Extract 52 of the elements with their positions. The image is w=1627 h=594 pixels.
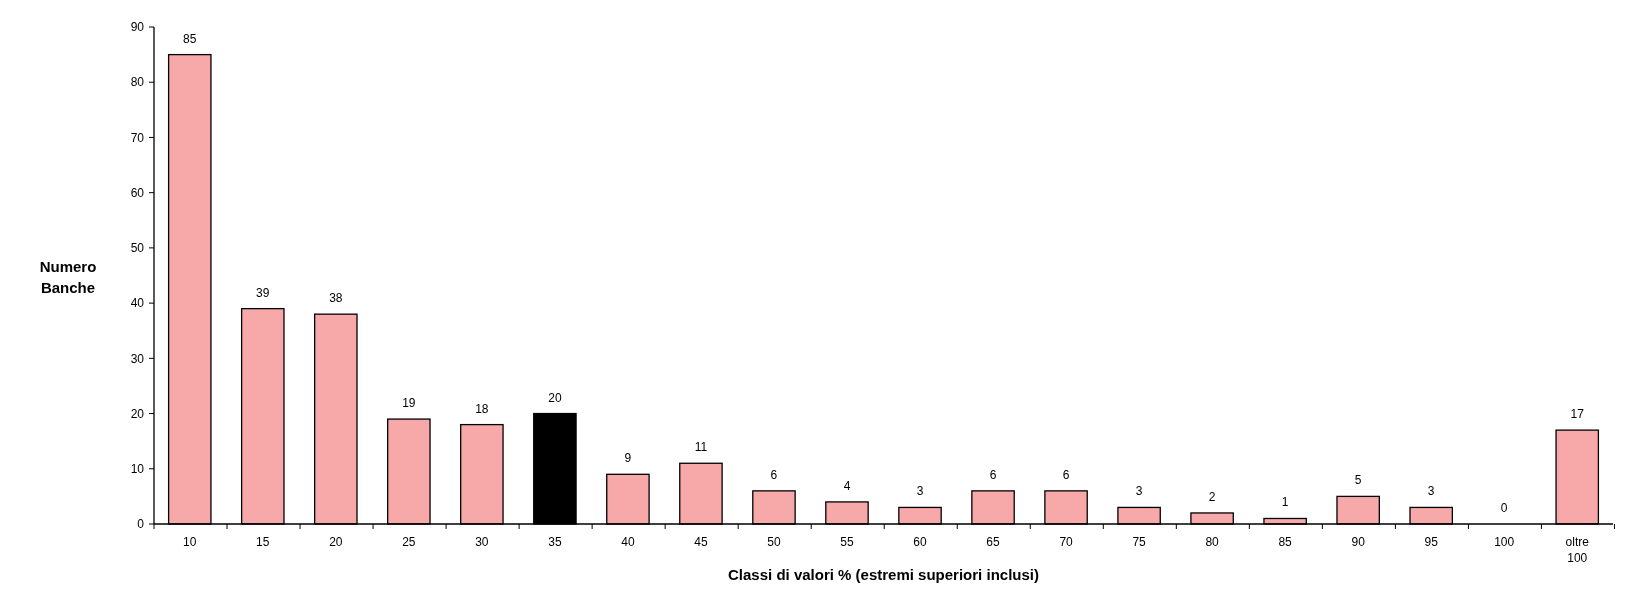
data-label: 0 xyxy=(1500,501,1508,515)
x-tick-label: 50 xyxy=(767,535,781,549)
x-tick-label: 100 xyxy=(1494,535,1515,549)
data-label: 38 xyxy=(329,291,343,306)
x-tick-label: 35 xyxy=(548,535,562,549)
data-label: 1 xyxy=(1281,495,1289,510)
x-tick-label: 85 xyxy=(1278,535,1293,549)
data-label: 3 xyxy=(1135,484,1143,499)
y-tick-label: 70 xyxy=(130,130,145,145)
y-tick-label: 30 xyxy=(130,351,145,366)
data-label: 4 xyxy=(843,478,851,493)
y-tick-label: 0 xyxy=(137,517,145,532)
data-label: 19 xyxy=(402,396,416,411)
y-tick-label: 20 xyxy=(130,406,145,421)
data-label: 3 xyxy=(1427,484,1435,499)
x-tick-label: 45 xyxy=(694,535,708,549)
data-label: 2 xyxy=(1208,489,1216,504)
x-tick-label: 70 xyxy=(1059,535,1074,549)
x-tick-label: 75 xyxy=(1132,535,1147,549)
data-label: 11 xyxy=(694,440,708,455)
x-tick-label: oltre 100 xyxy=(1565,535,1590,565)
data-label: 18 xyxy=(475,401,489,416)
y-tick-label: 60 xyxy=(130,185,145,200)
x-axis-title: Classi di valori % (estremi superiori inclusi) xyxy=(728,566,1039,583)
x-tick-label: 55 xyxy=(840,535,854,549)
x-tick-label: 90 xyxy=(1351,535,1366,549)
data-label: 39 xyxy=(256,285,270,300)
data-label: 17 xyxy=(1570,407,1585,422)
data-label: 5 xyxy=(1354,473,1362,488)
y-tick-label: 10 xyxy=(130,461,145,476)
data-label: 6 xyxy=(1062,467,1070,482)
y-tick-label: 90 xyxy=(130,20,145,35)
x-tick-label: 25 xyxy=(402,535,416,549)
x-tick-label: 95 xyxy=(1424,535,1439,549)
y-tick-label: 50 xyxy=(130,241,145,256)
x-tick-label: 40 xyxy=(621,535,635,549)
x-tick-label: 15 xyxy=(256,535,270,549)
x-tick-label: 60 xyxy=(913,535,928,549)
data-label: 20 xyxy=(548,390,562,405)
data-label: 6 xyxy=(770,467,778,482)
x-tick-label: 20 xyxy=(329,535,343,549)
data-label: 85 xyxy=(183,31,197,46)
x-tick-label: 80 xyxy=(1205,535,1220,549)
y-axis-title: Numero Banche xyxy=(39,257,97,296)
y-tick-label: 80 xyxy=(130,75,145,90)
y-tick-label: 40 xyxy=(130,296,145,311)
x-tick-label: 30 xyxy=(475,535,489,549)
data-label: 3 xyxy=(916,484,924,499)
x-tick-label: 10 xyxy=(183,535,197,549)
x-tick-label: 65 xyxy=(986,535,1001,549)
data-label: 6 xyxy=(989,467,997,482)
data-label: 9 xyxy=(624,451,632,466)
